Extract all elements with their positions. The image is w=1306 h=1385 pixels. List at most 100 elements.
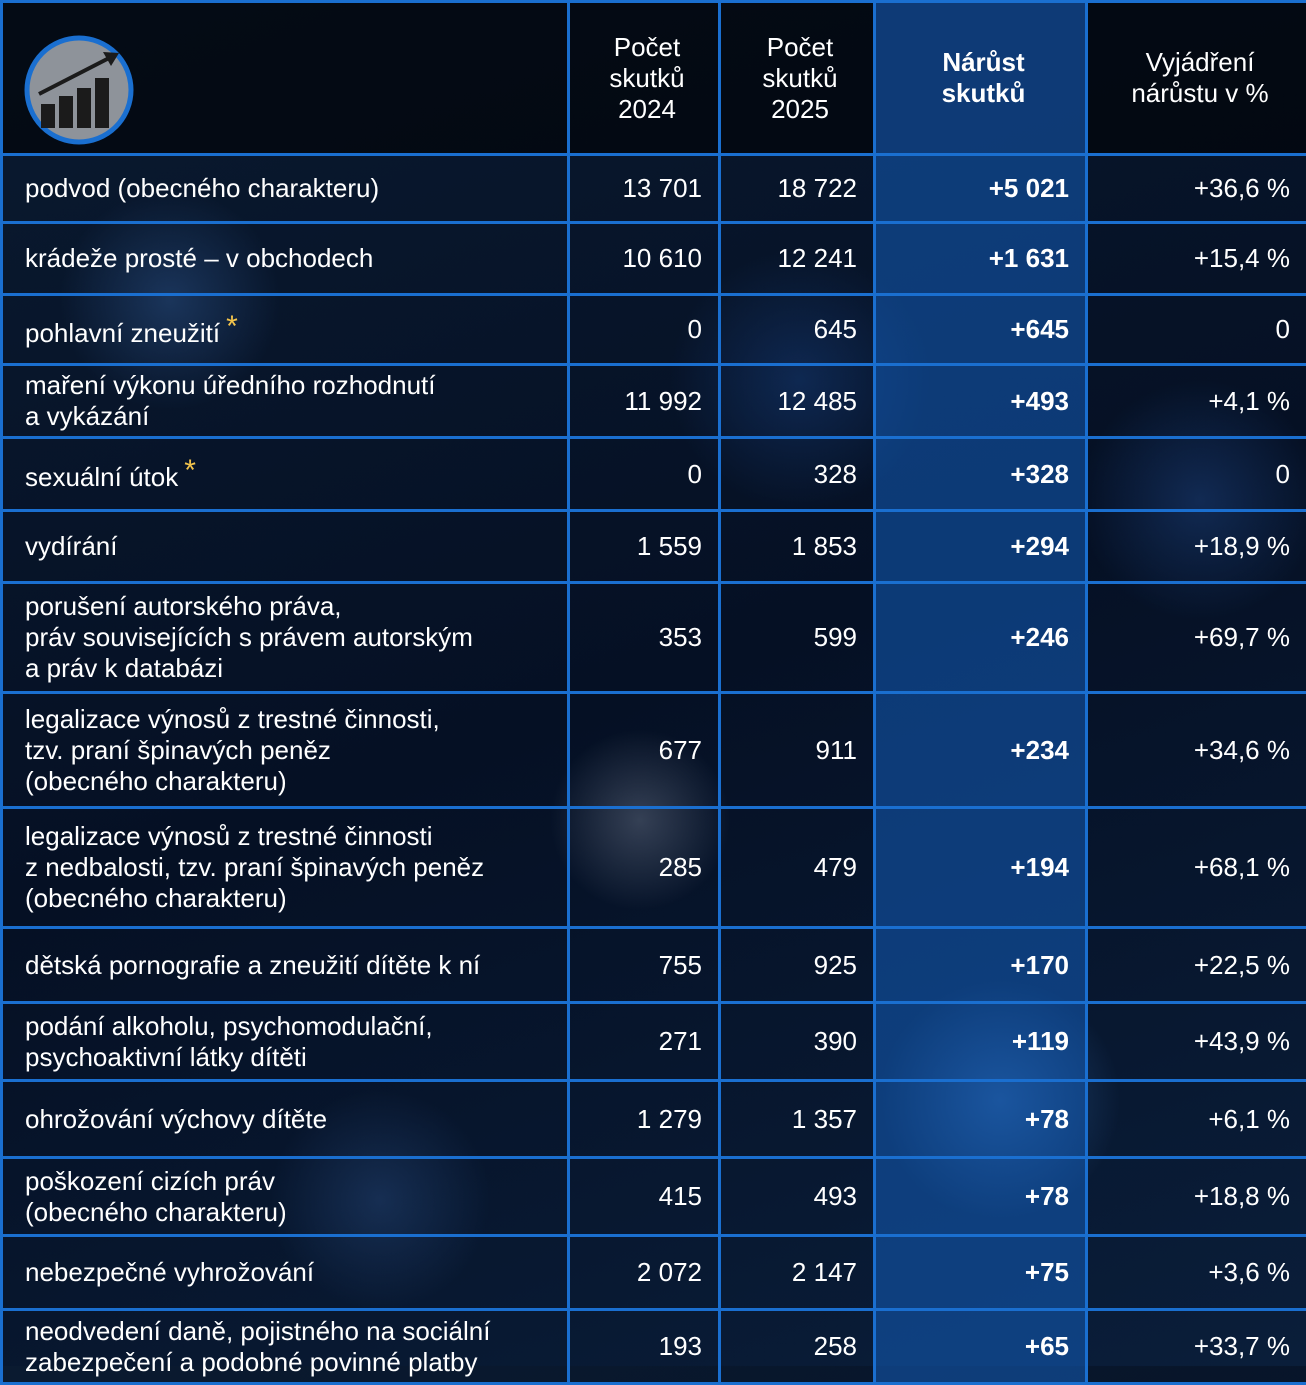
value-cell: +78 <box>875 1081 1087 1158</box>
label-cell: maření výkonu úředního rozhodnutí a vyká… <box>2 365 569 438</box>
value-cell: 599 <box>720 583 875 693</box>
header-cell: Počet skutků 2025 <box>720 2 875 155</box>
value-cell: 2 147 <box>720 1236 875 1310</box>
row-label: vydírání <box>25 531 118 561</box>
value-cell: 2 072 <box>569 1236 720 1310</box>
table-row: maření výkonu úředního rozhodnutí a vyká… <box>2 365 1306 438</box>
row-label: legalizace výnosů z trestné činnosti z n… <box>25 821 484 913</box>
value-cell: +22,5 % <box>1087 928 1306 1003</box>
label-cell: sexuální útok* <box>2 438 569 511</box>
row-label: podání alkoholu, psychomodulační, psycho… <box>25 1011 433 1072</box>
value-cell: +36,6 % <box>1087 155 1306 223</box>
value-cell: +15,4 % <box>1087 223 1306 295</box>
value-cell: 911 <box>720 693 875 808</box>
footnote-mark: * <box>184 454 196 487</box>
label-cell: ohrožování výchovy dítěte <box>2 1081 569 1158</box>
label-cell: porušení autorského práva, práv souvisej… <box>2 583 569 693</box>
value-cell: +294 <box>875 511 1087 583</box>
chart-icon <box>23 34 135 146</box>
value-cell: +328 <box>875 438 1087 511</box>
value-cell: 0 <box>569 438 720 511</box>
label-cell: vydírání <box>2 511 569 583</box>
footnote-mark: * <box>226 310 238 343</box>
row-label: poškození cizích práv (obecného charakte… <box>25 1166 287 1227</box>
row-label: dětská pornografie a zneužití dítěte k n… <box>25 950 480 980</box>
table-row: legalizace výnosů z trestné činnosti, tz… <box>2 693 1306 808</box>
value-cell: 479 <box>720 808 875 928</box>
value-cell: +170 <box>875 928 1087 1003</box>
value-cell: +1 631 <box>875 223 1087 295</box>
header-cell: Počet skutků 2024 <box>569 2 720 155</box>
row-label: legalizace výnosů z trestné činnosti, tz… <box>25 704 440 796</box>
label-cell: dětská pornografie a zneužití dítěte k n… <box>2 928 569 1003</box>
value-cell: +65 <box>875 1310 1087 1384</box>
row-label: krádeže prosté – v obchodech <box>25 243 373 273</box>
value-cell: 493 <box>720 1158 875 1236</box>
row-label: pohlavní zneužití <box>25 318 220 348</box>
value-cell: 271 <box>569 1003 720 1081</box>
row-label: neodvedení daně, pojistného na sociální … <box>25 1316 490 1377</box>
value-cell: 0 <box>1087 438 1306 511</box>
value-cell: 1 357 <box>720 1081 875 1158</box>
label-cell: podání alkoholu, psychomodulační, psycho… <box>2 1003 569 1081</box>
label-cell: pohlavní zneužití* <box>2 295 569 365</box>
value-cell: +246 <box>875 583 1087 693</box>
value-cell: 1 279 <box>569 1081 720 1158</box>
value-cell: 645 <box>720 295 875 365</box>
value-cell: +194 <box>875 808 1087 928</box>
value-cell: +18,9 % <box>1087 511 1306 583</box>
value-cell: 0 <box>569 295 720 365</box>
value-cell: 258 <box>720 1310 875 1384</box>
value-cell: 1 559 <box>569 511 720 583</box>
value-cell: 390 <box>720 1003 875 1081</box>
value-cell: 755 <box>569 928 720 1003</box>
value-cell: 328 <box>720 438 875 511</box>
row-label: sexuální útok <box>25 462 178 492</box>
table-row: dětská pornografie a zneužití dítěte k n… <box>2 928 1306 1003</box>
value-cell: +75 <box>875 1236 1087 1310</box>
value-cell: +68,1 % <box>1087 808 1306 928</box>
header-cell: Vyjádření nárůstu v % <box>1087 2 1306 155</box>
table-row: legalizace výnosů z trestné činnosti z n… <box>2 808 1306 928</box>
icon-cell <box>2 2 569 155</box>
value-cell: 11 992 <box>569 365 720 438</box>
value-cell: +18,8 % <box>1087 1158 1306 1236</box>
label-cell: poškození cizích práv (obecného charakte… <box>2 1158 569 1236</box>
value-cell: 10 610 <box>569 223 720 295</box>
value-cell: +6,1 % <box>1087 1081 1306 1158</box>
value-cell: +69,7 % <box>1087 583 1306 693</box>
row-label: ohrožování výchovy dítěte <box>25 1104 327 1134</box>
value-cell: +33,7 % <box>1087 1310 1306 1384</box>
value-cell: 193 <box>569 1310 720 1384</box>
value-cell: 13 701 <box>569 155 720 223</box>
value-cell: +234 <box>875 693 1087 808</box>
row-label: maření výkonu úředního rozhodnutí a vyká… <box>25 370 435 431</box>
label-cell: krádeže prosté – v obchodech <box>2 223 569 295</box>
table-row: porušení autorského práva, práv souvisej… <box>2 583 1306 693</box>
value-cell: +493 <box>875 365 1087 438</box>
value-cell: 0 <box>1087 295 1306 365</box>
label-cell: nebezpečné vyhrožování <box>2 1236 569 1310</box>
table-row: neodvedení daně, pojistného na sociální … <box>2 1310 1306 1384</box>
value-cell: +5 021 <box>875 155 1087 223</box>
row-label: porušení autorského práva, práv souvisej… <box>25 591 473 683</box>
value-cell: +645 <box>875 295 1087 365</box>
table-row: podání alkoholu, psychomodulační, psycho… <box>2 1003 1306 1081</box>
value-cell: +4,1 % <box>1087 365 1306 438</box>
value-cell: +119 <box>875 1003 1087 1081</box>
value-cell: +78 <box>875 1158 1087 1236</box>
value-cell: 12 241 <box>720 223 875 295</box>
label-cell: legalizace výnosů z trestné činnosti z n… <box>2 808 569 928</box>
value-cell: 353 <box>569 583 720 693</box>
value-cell: 285 <box>569 808 720 928</box>
header-row: Počet skutků 2024 Počet skutků 2025 Nárů… <box>2 2 1306 155</box>
value-cell: 1 853 <box>720 511 875 583</box>
value-cell: 12 485 <box>720 365 875 438</box>
